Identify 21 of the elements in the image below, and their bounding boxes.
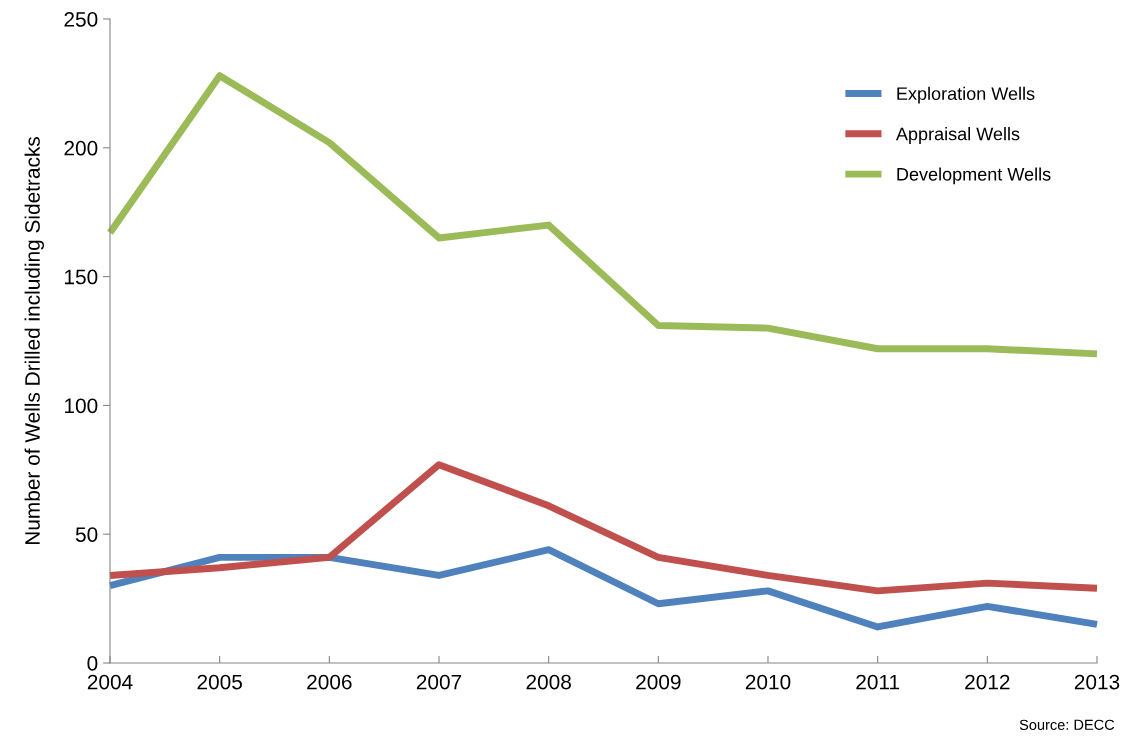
legend-label: Development Wells xyxy=(897,167,1051,185)
x-tick-label: 2008 xyxy=(526,674,571,690)
x-tick-label: 2007 xyxy=(416,674,462,690)
y-tick-label: 100 xyxy=(65,398,98,414)
x-tick-label: 2013 xyxy=(1074,674,1120,690)
x-tick-label: 2005 xyxy=(197,674,242,690)
x-tick-label: 2011 xyxy=(856,674,900,690)
x-tick-label: 2009 xyxy=(636,674,681,690)
y-tick-label: 0 xyxy=(87,656,98,671)
legend-label: Exploration Wells xyxy=(897,86,1035,104)
y-tick-label: 150 xyxy=(65,269,98,285)
y-tick-label: 200 xyxy=(64,140,98,156)
x-tick-label: 2012 xyxy=(965,674,1010,690)
source-note: Source: DECC xyxy=(1019,719,1115,730)
x-tick-label: 2006 xyxy=(307,674,352,690)
y-tick-label: 50 xyxy=(75,527,98,542)
y-axis-title: Number of Wells Drilled including Sidetracks xyxy=(24,136,44,545)
y-tick-label: 250 xyxy=(64,12,98,27)
x-tick-label: 2004 xyxy=(87,674,133,690)
x-tick-label: 2010 xyxy=(745,674,791,690)
legend-label: Appraisal Wells xyxy=(895,127,1020,144)
